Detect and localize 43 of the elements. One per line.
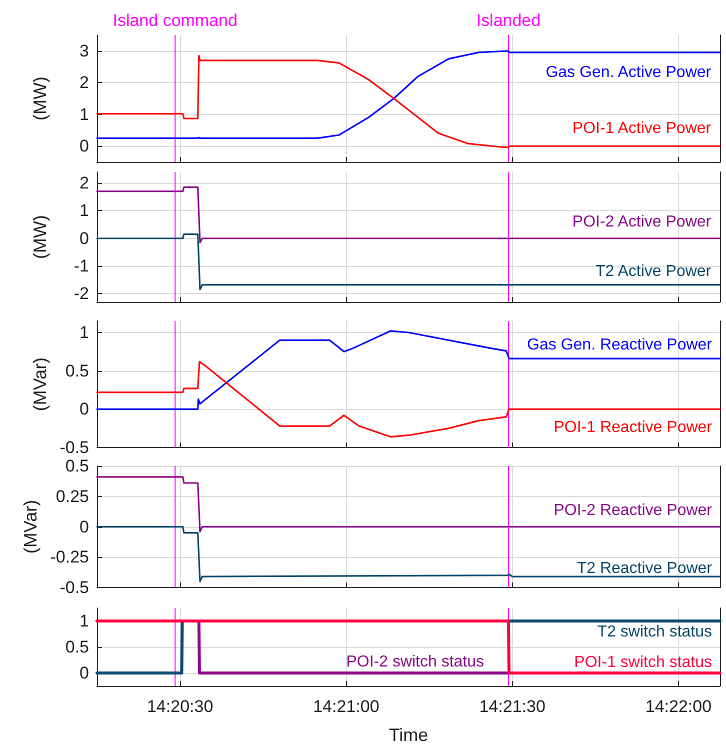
y-tick-label: -1 — [74, 256, 89, 276]
y-axis-title: (MVar) — [20, 500, 40, 554]
x-tick-label: 14:21:30 — [479, 697, 546, 716]
series-label: Gas Gen. Active Power — [546, 64, 712, 81]
series-label: T2 switch status — [597, 623, 712, 640]
y-tick-label: 0 — [80, 136, 89, 156]
y-tick-label: 1 — [80, 201, 89, 220]
y-tick-label: 0 — [80, 400, 89, 419]
series-label: POI-2 Active Power — [572, 214, 712, 230]
y-axis-title: (MW) — [30, 215, 50, 259]
y-tick-label: 0.5 — [65, 361, 89, 380]
y-tick-label: 1 — [80, 104, 89, 124]
y-tick-label: 1 — [80, 323, 89, 342]
y-tick-label: 2 — [80, 73, 89, 92]
y-tick-label: 0 — [80, 664, 89, 682]
ref-line-label: Island command — [112, 11, 238, 30]
y-axis-title: (MW) — [30, 76, 50, 120]
y-tick-label: 2 — [80, 174, 89, 193]
x-axis-title: Time — [388, 725, 428, 745]
y-tick-label: -2 — [74, 284, 89, 304]
y-tick-label: 3 — [80, 41, 89, 60]
y-tick-label: 0.5 — [65, 456, 89, 476]
series-label: POI-1 switch status — [574, 654, 712, 672]
series-label: T2 Reactive Power — [576, 560, 713, 578]
y-axis-title: (MVar) — [30, 357, 50, 412]
y-tick-label: 0.25 — [56, 486, 89, 506]
y-tick-label: 0 — [80, 228, 89, 248]
y-tick-label: -0.5 — [60, 438, 89, 457]
x-tick-label: 14:20:30 — [146, 697, 214, 716]
y-tick-label: -0.5 — [60, 578, 89, 597]
series-label: POI-1 Active Power — [572, 120, 712, 137]
ref-line-label: Islanded — [476, 11, 541, 30]
x-tick-label: 14:22:00 — [645, 697, 712, 716]
x-tick-label: 14:21:00 — [313, 697, 380, 716]
y-tick-label: 1 — [80, 612, 89, 630]
y-tick-label: 0.5 — [65, 638, 89, 656]
series-label: POI-2 Reactive Power — [554, 502, 713, 520]
y-tick-label: 0 — [80, 517, 89, 536]
series-label: Gas Gen. Reactive Power — [527, 336, 713, 354]
y-tick-label: -0.25 — [50, 548, 89, 567]
series-label: POI-2 switch status — [346, 653, 484, 670]
series-label: POI-1 Reactive Power — [554, 419, 713, 436]
series-label: T2 Active Power — [596, 262, 712, 280]
